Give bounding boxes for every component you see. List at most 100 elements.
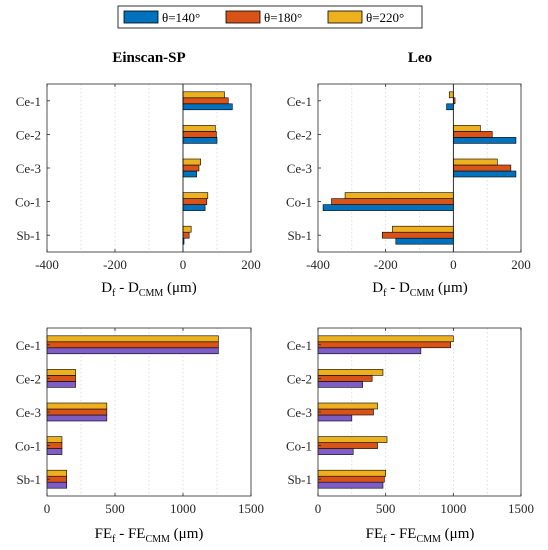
x-tick-label: 1500 <box>508 501 534 516</box>
bar-ce-1-series-1 <box>317 347 422 355</box>
legend-swatch <box>123 10 159 24</box>
x-tick-label: 1500 <box>238 501 264 516</box>
chart-title: Leo <box>408 50 432 66</box>
bar-sb-1-series-3 <box>46 469 68 477</box>
bar-ce-2-series-2 <box>46 375 76 382</box>
bar-ce-2-series-1 <box>46 381 76 388</box>
x-axis-label-part: f <box>383 288 387 299</box>
bar-co-1-series-3 <box>317 436 388 443</box>
bar-sb-1-series-1 <box>317 481 384 489</box>
bar-co-1-series-2 <box>182 198 208 205</box>
x-axis-label-part: CMM <box>139 288 164 299</box>
y-tick-label: Ce-2 <box>287 371 312 386</box>
x-tick-label: 500 <box>105 501 125 516</box>
x-axis-label: FEf - FECMM (μm) <box>366 526 475 545</box>
x-tick-label: -400 <box>35 257 59 272</box>
x-tick-label: -200 <box>103 257 127 272</box>
bar-ce-2-series-1 <box>317 381 363 388</box>
y-tick-label: Sb-1 <box>287 472 312 487</box>
x-tick-label: 0 <box>315 501 322 516</box>
y-tick-label: Co-1 <box>286 195 312 210</box>
x-axis-label-part: FE <box>366 526 384 542</box>
bar-ce-3-series-3 <box>46 402 108 410</box>
legend-label: θ=180° <box>264 10 302 25</box>
bar-co-1-series-1 <box>322 204 454 211</box>
x-axis-label-part: - FE <box>386 526 416 542</box>
y-tick-label: Co-1 <box>15 195 41 210</box>
bar-ce-2-series-2 <box>453 131 493 138</box>
legend-label: θ=220° <box>366 10 404 25</box>
bar-sb-1-series-2 <box>182 231 190 239</box>
x-axis-label-part: - D <box>115 280 138 296</box>
bar-ce-1-series-3 <box>317 335 454 343</box>
y-tick-label: Ce-3 <box>287 405 312 420</box>
bar-co-1-series-1 <box>46 448 63 455</box>
bar-ce-3-series-3 <box>182 158 201 166</box>
x-axis-label-part: D <box>101 280 112 296</box>
x-tick-label: -400 <box>306 257 330 272</box>
bar-ce-2-series-3 <box>46 369 76 376</box>
bar-sb-1-series-1 <box>395 237 454 245</box>
bar-ce-1-series-2 <box>46 341 219 349</box>
y-tick-label: Ce-1 <box>16 338 41 353</box>
x-tick-label: 500 <box>376 501 396 516</box>
chart-title: Einscan-SP <box>112 50 185 66</box>
bar-ce-2-series-1 <box>453 137 517 144</box>
y-tick-label: Ce-1 <box>287 338 312 353</box>
x-tick-label: 1000 <box>170 501 196 516</box>
y-tick-label: Ce-1 <box>287 94 312 109</box>
bar-ce-3-series-1 <box>317 414 353 422</box>
bar-ce-2-series-3 <box>453 125 481 132</box>
chart-panel-einscan-dev: -400 -200 0 200 Ce-1 Ce-2 Ce-3 Co-1 Sb-1 Einscan-… <box>15 50 261 299</box>
y-tick-label: Ce-3 <box>16 405 41 420</box>
y-tick-label: Sb-1 <box>16 472 41 487</box>
bar-ce-3-series-1 <box>46 414 108 422</box>
bar-co-1-series-2 <box>331 198 454 205</box>
bar-ce-3-series-3 <box>317 402 378 410</box>
x-axis-label-part: FE <box>95 526 113 542</box>
y-tick-label: Co-1 <box>15 439 41 454</box>
y-tick-label: Sb-1 <box>16 228 41 243</box>
bar-ce-3-series-1 <box>182 170 197 178</box>
y-tick-label: Ce-2 <box>16 127 41 142</box>
bar-ce-2-series-1 <box>182 137 218 144</box>
legend: θ=140° θ=180° θ=220° <box>117 5 423 29</box>
x-axis-label-part: CMM <box>416 534 441 545</box>
x-axis-label-part: (μm) <box>163 280 196 296</box>
x-axis-label-part: D <box>372 280 383 296</box>
x-axis-label: Df - DCMM (μm) <box>101 280 196 299</box>
bar-sb-1-series-2 <box>381 231 454 239</box>
x-axis-label-part: (μm) <box>170 526 203 542</box>
x-tick-label: 0 <box>44 501 51 516</box>
bar-sb-1-series-1 <box>46 481 68 489</box>
y-tick-label: Sb-1 <box>287 228 312 243</box>
x-axis-label-part: CMM <box>410 288 435 299</box>
bar-ce-3-series-2 <box>317 408 374 416</box>
bar-ce-3-series-2 <box>182 164 200 172</box>
bar-ce-1-series-2 <box>182 97 229 105</box>
bar-ce-1-series-1 <box>446 103 454 111</box>
x-tick-label: 0 <box>180 257 187 272</box>
bar-co-1-series-1 <box>182 204 206 211</box>
bar-ce-1-series-3 <box>182 91 225 99</box>
chart-panel-leo-dev: -400 -200 0 200 Ce-1 Ce-2 Ce-3 Co-1 Sb-1 Leo Df - … <box>286 50 531 299</box>
bar-ce-1-series-1 <box>46 347 219 355</box>
y-tick-label: Ce-2 <box>287 127 312 142</box>
bar-ce-3-series-3 <box>453 158 498 166</box>
x-axis-label: FEf - FECMM (μm) <box>95 526 204 545</box>
x-tick-label: 1000 <box>440 501 466 516</box>
y-tick-label: Co-1 <box>286 439 312 454</box>
bar-co-1-series-3 <box>344 192 454 199</box>
bar-ce-3-series-2 <box>46 408 108 416</box>
bar-ce-1-series-3 <box>46 335 219 343</box>
x-tick-label: 0 <box>450 257 457 272</box>
bar-ce-2-series-3 <box>182 125 216 132</box>
bar-ce-2-series-3 <box>317 369 384 376</box>
bar-sb-1-series-3 <box>317 469 386 477</box>
bar-ce-1-series-3 <box>448 91 454 99</box>
y-tick-label: Ce-2 <box>16 371 41 386</box>
y-tick-label: Ce-1 <box>16 94 41 109</box>
x-axis-label-part: f <box>112 534 116 545</box>
